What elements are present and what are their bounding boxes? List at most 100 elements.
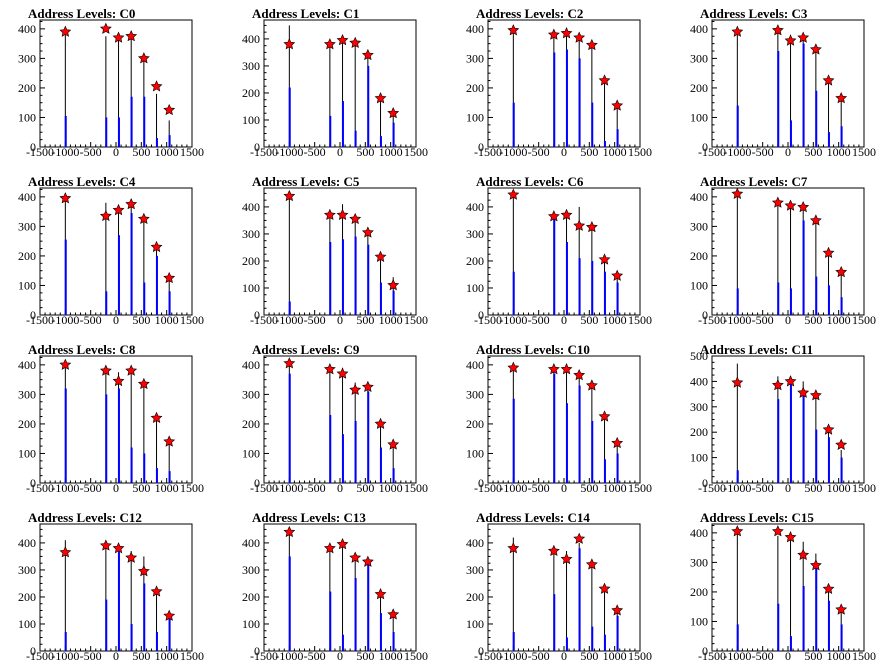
y-tick-label: 0	[702, 140, 708, 154]
y-tick-label: 200	[242, 254, 260, 268]
peak-marker	[349, 212, 362, 225]
peak-marker	[336, 208, 349, 221]
x-tick-label: 0	[785, 313, 791, 327]
peak-marker	[387, 608, 400, 620]
peak-marker	[611, 436, 624, 449]
chart-title: Address Levels: C11	[700, 342, 814, 357]
peak-marker	[323, 363, 336, 375]
x-tick-label: 1500	[180, 145, 204, 159]
peak-marker	[585, 379, 598, 391]
x-tick-label: 0	[113, 481, 119, 495]
chart-title: Address Levels: C2	[476, 6, 584, 21]
peak-marker	[585, 558, 598, 570]
x-tick-label: 0	[785, 145, 791, 159]
y-tick-label: 200	[466, 417, 484, 431]
y-tick-label: 100	[466, 446, 484, 460]
peak-marker	[822, 246, 835, 259]
x-tick-label: -1500	[474, 481, 502, 495]
y-tick-label: 300	[466, 387, 484, 401]
chart-panel: 0 100 200 300 400 -1500 -1000 -500 0 500 1000 1500 A…	[0, 168, 224, 336]
peak-marker	[784, 531, 797, 543]
x-tick-label: -1500	[698, 313, 726, 327]
peak-marker	[573, 31, 586, 43]
y-tick-label: 0	[254, 476, 260, 490]
peak-marker	[125, 364, 138, 376]
peak-marker	[99, 22, 112, 34]
chart-panel: 0 100 200 300 400 -1500 -1000 -500 0 500 1000 1500 A…	[672, 504, 896, 672]
chart-svg: 0 100 200 300 400 -1500-1000 -500 0 500 1000 1500	[18, 355, 204, 495]
peak-marker	[59, 192, 72, 204]
x-tick-label: 500	[356, 481, 374, 495]
x-tick-label: -1000	[275, 145, 303, 159]
peak-marker	[809, 389, 822, 401]
x-tick-label: -1500	[26, 313, 54, 327]
x-tick-label: 1000	[155, 145, 179, 159]
chart-title: Address Levels: C0	[28, 6, 136, 21]
peak-marker	[731, 376, 744, 388]
y-tick-label: 0	[478, 140, 484, 154]
peak-marker	[163, 271, 176, 284]
y-tick-label: 200	[690, 249, 708, 263]
x-tick-label: -500	[80, 649, 102, 663]
peak-marker	[361, 48, 374, 61]
x-tick-label: -1000	[499, 649, 527, 663]
chart-panel: 0 100 200 300 400 -1500 -1000 -500 0 500 1000 1500 A…	[224, 0, 448, 168]
peak-marker	[59, 358, 72, 370]
peak-marker	[598, 253, 611, 265]
peak-marker	[112, 203, 125, 216]
peak-marker	[731, 25, 744, 37]
y-tick-label: 0	[254, 308, 260, 322]
x-tick-label: 1500	[852, 481, 876, 495]
y-tick-label: 0	[30, 140, 36, 154]
peak-marker	[731, 187, 744, 199]
peak-marker	[797, 200, 810, 213]
x-tick-label: 1000	[827, 481, 851, 495]
peak-marker	[507, 361, 520, 373]
x-tick-label: -1500	[474, 649, 502, 663]
chart-panel: 0 100 200 300 400 -1500 -1000 -500 0 500 1000 1500 A…	[448, 168, 672, 336]
peak-marker	[387, 438, 400, 450]
peak-marker	[283, 357, 296, 369]
x-tick-label: 1500	[628, 649, 652, 663]
y-tick-label: 200	[466, 590, 484, 604]
chart-panel: 0 100 200 300 400 -1500 -1000 -500 0 500 1000 1500 A…	[672, 0, 896, 168]
y-tick-label: 100	[18, 278, 36, 292]
x-tick-label: -1500	[26, 145, 54, 159]
peak-marker	[163, 103, 176, 116]
x-tick-label: -500	[752, 313, 774, 327]
peak-marker	[112, 542, 125, 554]
x-tick-label: 500	[580, 313, 598, 327]
x-tick-label: -500	[528, 481, 550, 495]
chart-svg: 0 100 200 300 400 -1500-1000 -500 0 500 1000 1500	[18, 19, 204, 159]
x-tick-label: -500	[752, 649, 774, 663]
peak-marker	[387, 106, 400, 119]
peak-marker	[349, 551, 362, 563]
x-tick-label: -500	[528, 313, 550, 327]
x-tick-label: 500	[356, 313, 374, 327]
x-tick-label: -1000	[499, 313, 527, 327]
peak-marker	[125, 198, 138, 210]
chart-title: Address Levels: C1	[252, 6, 360, 21]
y-tick-label: 200	[18, 417, 36, 431]
chart-title: Address Levels: C6	[476, 174, 584, 189]
x-tick-label: -1500	[26, 481, 54, 495]
x-tick-label: 0	[113, 313, 119, 327]
x-tick-label: -1500	[250, 649, 278, 663]
x-tick-label: 500	[580, 481, 598, 495]
peak-marker	[771, 378, 784, 391]
peak-marker	[835, 438, 848, 450]
x-tick-label: -1000	[275, 481, 303, 495]
x-tick-label: 500	[580, 649, 598, 663]
y-tick-label: 100	[18, 446, 36, 460]
x-tick-label: -500	[304, 313, 326, 327]
x-tick-label: 0	[785, 649, 791, 663]
chart-svg: 0 100 200 300 400 -1500-1000 -500 0 500 1000 1500	[690, 19, 876, 159]
chart-title: Address Levels: C12	[28, 510, 142, 525]
x-tick-label: 0	[337, 313, 343, 327]
peak-marker	[507, 542, 520, 554]
y-tick-label: 400	[466, 200, 484, 214]
y-tick-label: 100	[466, 110, 484, 124]
peak-marker	[611, 269, 624, 281]
x-tick-label: 1500	[180, 649, 204, 663]
